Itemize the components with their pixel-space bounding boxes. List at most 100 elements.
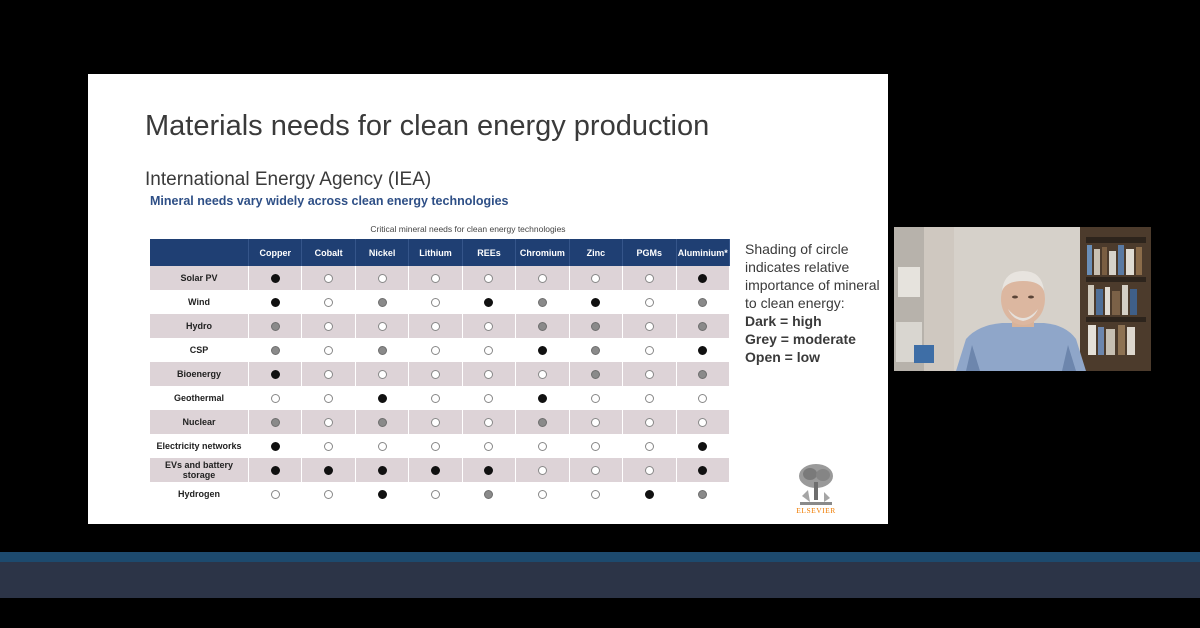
importance-low-circle-icon	[644, 442, 654, 452]
table-cell	[248, 338, 303, 362]
table-cell	[515, 338, 570, 362]
importance-high-circle-icon	[377, 394, 387, 404]
column-header: Aluminium*	[676, 239, 730, 266]
table-row: Nuclear	[150, 410, 730, 434]
table-cell	[301, 290, 356, 314]
importance-low-circle-icon	[324, 394, 334, 404]
importance-low-circle-icon	[324, 298, 334, 308]
table-cell	[248, 362, 303, 386]
importance-high-circle-icon	[270, 298, 280, 308]
importance-low-circle-icon	[644, 322, 654, 332]
table-cell	[622, 314, 677, 338]
importance-low-circle-icon	[698, 418, 708, 428]
table-cell	[462, 362, 517, 386]
table-cell	[408, 314, 463, 338]
importance-low-circle-icon	[644, 298, 654, 308]
importance-moderate-circle-icon	[537, 298, 547, 308]
table-cell	[462, 266, 517, 290]
column-header: Copper	[248, 239, 303, 266]
importance-moderate-circle-icon	[537, 322, 547, 332]
presenter-webcam-video	[894, 227, 1151, 371]
table-cell	[676, 434, 730, 458]
table-cell	[622, 386, 677, 410]
table-cell	[408, 338, 463, 362]
row-label: Bioenergy	[150, 362, 249, 386]
table-cell	[515, 362, 570, 386]
importance-high-circle-icon	[431, 466, 441, 476]
importance-low-circle-icon	[591, 418, 601, 428]
table-cell	[301, 362, 356, 386]
table-cell	[462, 386, 517, 410]
table-cell	[408, 410, 463, 434]
table-cell	[355, 338, 410, 362]
importance-low-circle-icon	[377, 274, 387, 284]
row-label: Geothermal	[150, 386, 249, 410]
table-cell	[301, 314, 356, 338]
importance-low-circle-icon	[591, 274, 601, 284]
importance-high-circle-icon	[698, 274, 708, 284]
row-label: Nuclear	[150, 410, 249, 434]
importance-high-circle-icon	[644, 490, 654, 500]
importance-moderate-circle-icon	[270, 322, 280, 332]
importance-moderate-circle-icon	[270, 346, 280, 356]
table-cell	[569, 266, 624, 290]
importance-high-circle-icon	[537, 394, 547, 404]
importance-low-circle-icon	[324, 418, 334, 428]
table-cell	[622, 410, 677, 434]
table-cell	[622, 362, 677, 386]
table-cell	[515, 314, 570, 338]
importance-moderate-circle-icon	[270, 418, 280, 428]
slide-title: Materials needs for clean energy product…	[145, 110, 710, 142]
shading-legend: Shading of circle indicates relative imp…	[745, 240, 885, 366]
importance-low-circle-icon	[324, 346, 334, 356]
table-header-row: Copper Cobalt Nickel Lithium REEs Chromium Zin…	[150, 239, 730, 266]
table-row: CSP	[150, 338, 730, 362]
table-cell	[569, 290, 624, 314]
presentation-slide: Materials needs for clean energy product…	[88, 74, 888, 524]
table-cell	[301, 338, 356, 362]
table-row: Electricity networks	[150, 434, 730, 458]
table-cell	[355, 482, 410, 506]
column-header: Nickel	[355, 239, 410, 266]
importance-high-circle-icon	[377, 466, 387, 476]
table-row: EVs and battery storage	[150, 458, 730, 482]
importance-low-circle-icon	[377, 442, 387, 452]
table-cell	[569, 386, 624, 410]
row-label: Hydro	[150, 314, 249, 338]
importance-moderate-circle-icon	[591, 346, 601, 356]
importance-low-circle-icon	[431, 418, 441, 428]
importance-low-circle-icon	[591, 442, 601, 452]
column-header: Chromium	[515, 239, 570, 266]
table-cell	[569, 362, 624, 386]
row-label: Electricity networks	[150, 434, 249, 458]
table-row: Hydrogen	[150, 482, 730, 506]
importance-low-circle-icon	[324, 490, 334, 500]
importance-high-circle-icon	[270, 370, 280, 380]
column-header: Lithium	[408, 239, 463, 266]
importance-low-circle-icon	[644, 466, 654, 476]
importance-moderate-circle-icon	[698, 322, 708, 332]
table-cell	[462, 338, 517, 362]
importance-low-circle-icon	[431, 490, 441, 500]
importance-moderate-circle-icon	[591, 322, 601, 332]
legend-grey: Grey = moderate	[745, 331, 856, 347]
table-cell	[569, 314, 624, 338]
importance-low-circle-icon	[644, 346, 654, 356]
importance-low-circle-icon	[644, 418, 654, 428]
importance-low-circle-icon	[431, 298, 441, 308]
importance-high-circle-icon	[698, 442, 708, 452]
legend-open: Open = low	[745, 349, 821, 365]
table-cell	[248, 410, 303, 434]
table-cell	[248, 482, 303, 506]
importance-high-circle-icon	[377, 490, 387, 500]
table-row: Bioenergy	[150, 362, 730, 386]
importance-low-circle-icon	[591, 394, 601, 404]
table-cell	[515, 290, 570, 314]
table-cell	[462, 314, 517, 338]
bottom-bar	[0, 562, 1200, 598]
table-cell	[355, 290, 410, 314]
row-label: CSP	[150, 338, 249, 362]
importance-low-circle-icon	[431, 346, 441, 356]
legend-dark: Dark = high	[745, 313, 822, 329]
table-cell	[676, 338, 730, 362]
